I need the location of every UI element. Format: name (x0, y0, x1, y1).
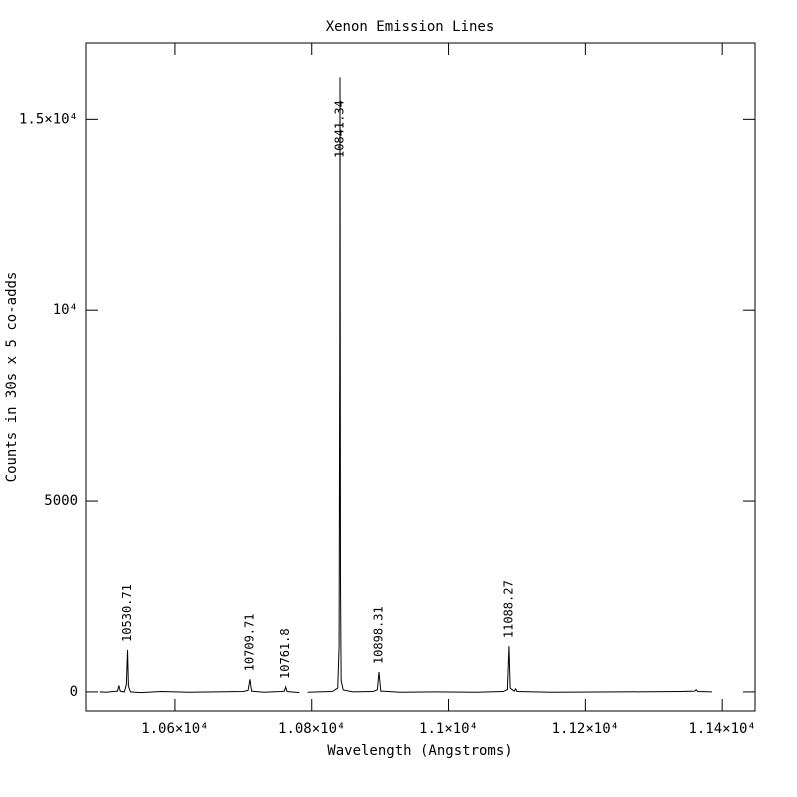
x-tick-label: 1.08×10⁴ (278, 721, 345, 737)
spectrum-line (99, 77, 712, 694)
peak-label: 10530.71 (120, 584, 134, 642)
y-tick-label: 10⁴ (53, 302, 78, 318)
peak-label: 10761.8 (278, 628, 292, 679)
y-axis-label: Counts in 30s x 5 co-adds (4, 272, 20, 483)
peak-label: 10709.71 (242, 614, 256, 672)
peak-label: 10841.34 (333, 100, 347, 158)
y-tick-label: 1.5×10⁴ (19, 111, 78, 127)
x-tick-label: 1.1×10⁴ (419, 721, 478, 737)
peak-label: 10898.31 (371, 606, 385, 664)
chart-title: Xenon Emission Lines (326, 19, 495, 35)
y-tick-label: 5000 (44, 493, 78, 509)
peak-label: 11088.27 (501, 580, 515, 638)
plot-frame (85, 42, 756, 712)
x-tick-label: 1.14×10⁴ (688, 721, 755, 737)
y-tick-label: 0 (70, 684, 78, 700)
x-tick-label: 1.12×10⁴ (552, 721, 619, 737)
x-axis-label: Wavelength (Angstroms) (327, 743, 512, 759)
x-tick-label: 1.06×10⁴ (141, 721, 208, 737)
